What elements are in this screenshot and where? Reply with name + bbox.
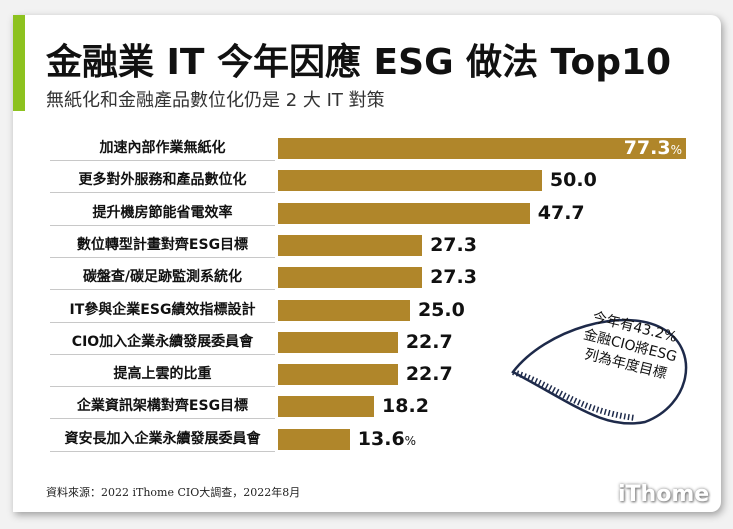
value-label: 25.0 (418, 297, 465, 323)
category-label: 加速內部作業無紙化 (50, 136, 275, 161)
callout-bubble (511, 318, 688, 425)
category-label: 提升機房節能省電效率 (50, 201, 275, 226)
bar-row: 提高上雲的比重 22.7 (0, 360, 733, 392)
bar (278, 234, 423, 256)
category-label: 數位轉型計畫對齊ESG目標 (50, 233, 275, 258)
value-label: 18.2 (382, 393, 429, 419)
value-label: 13.6% (358, 426, 416, 454)
bar (278, 170, 542, 192)
category-label: 碳盤查/碳足跡監測系統化 (50, 265, 275, 291)
source-note: 資料來源：2022 iThome CIO大調查，2022年8月 (46, 486, 301, 499)
category-label: CIO加入企業永續發展委員會 (50, 330, 275, 355)
value-number: 50.0 (549, 169, 597, 192)
bar-row: CIO加入企業永續發展委員會 22.7 (0, 328, 733, 360)
unit-label: % (670, 143, 682, 157)
value-number: 77.3 (623, 137, 671, 159)
category-label: 資安長加入企業永續發展委員會 (50, 427, 275, 452)
chart-card (13, 15, 721, 512)
accent-bar (13, 15, 25, 111)
bar (278, 267, 423, 289)
value-label: 47.7 (538, 200, 585, 226)
bar-row: 更多對外服務和產品數位化 50.0 (0, 166, 733, 198)
unit-label: % (404, 433, 417, 448)
bar (278, 202, 530, 224)
bar (278, 364, 398, 386)
value-label: 27.3 (430, 232, 477, 258)
bar-row: 加速內部作業無紙化 77.3% (0, 134, 733, 166)
value-number: 22.7 (405, 330, 453, 353)
ithome-logo: iThome (618, 482, 710, 507)
category-label: 更多對外服務和產品數位化 (50, 168, 275, 194)
bar-row: 碳盤查/碳足跡監測系統化 27.3 (0, 263, 733, 295)
bar-row: 資安長加入企業永續發展委員會 13.6% (0, 425, 733, 457)
value-number: 27.3 (430, 233, 477, 256)
value-number: 13.6 (357, 427, 405, 450)
bar (278, 299, 410, 321)
bar (278, 396, 375, 418)
category-label: IT參與企業ESG績效指標設計 (50, 298, 275, 323)
bar-row: 提升機房節能省電效率 47.7 (0, 199, 733, 231)
value-label: 77.3% (624, 135, 682, 163)
value-label: 50.0 (550, 167, 597, 193)
value-label: 27.3 (430, 264, 477, 290)
bar (278, 428, 350, 450)
category-label: 企業資訊架構對齊ESG目標 (50, 394, 275, 420)
bar (278, 331, 398, 353)
bar-row: IT參與企業ESG績效指標設計 25.0 (0, 296, 733, 328)
bar-row: 數位轉型計畫對齊ESG目標 27.3 (0, 231, 733, 263)
value-number: 47.7 (537, 201, 585, 224)
chart-title: 金融業 IT 今年因應 ESG 做法 Top10 (46, 42, 672, 83)
chart-subtitle: 無紙化和金融產品數位化仍是 2 大 IT 對策 (46, 90, 385, 111)
value-number: 22.7 (405, 363, 453, 386)
value-label: 22.7 (406, 361, 453, 387)
value-label: 22.7 (406, 329, 453, 355)
value-number: 27.3 (430, 266, 477, 289)
bar (278, 138, 686, 159)
value-number: 18.2 (382, 395, 429, 418)
bar-row: 企業資訊架構對齊ESG目標 18.2 (0, 392, 733, 424)
category-label: 提高上雲的比重 (50, 362, 275, 388)
value-number: 25.0 (417, 298, 465, 321)
